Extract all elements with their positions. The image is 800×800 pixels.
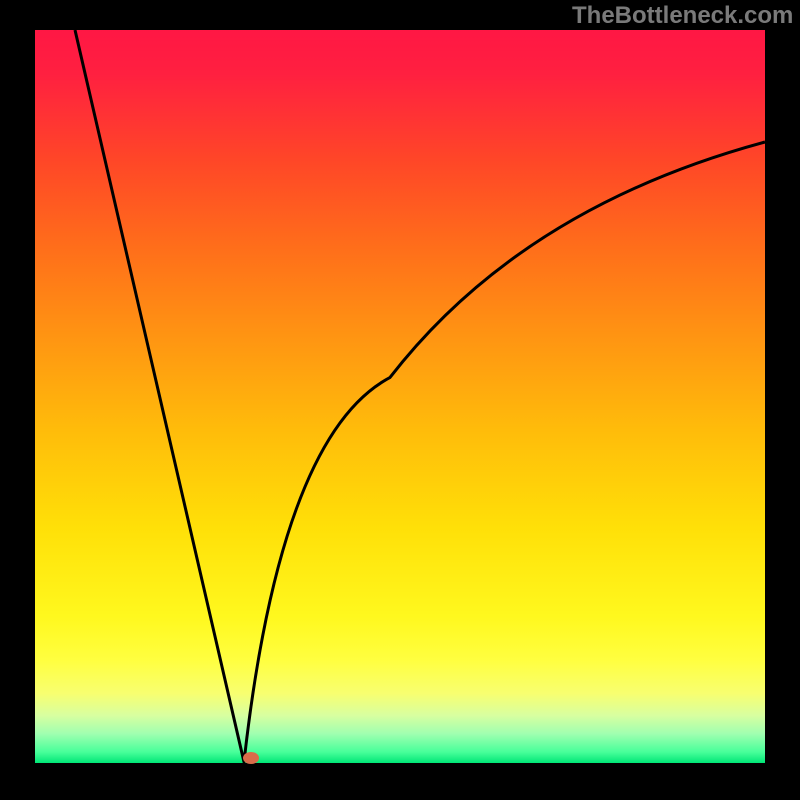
marker-point — [243, 752, 259, 764]
plot-area — [35, 30, 765, 763]
chart-svg — [0, 0, 800, 800]
watermark-text: TheBottleneck.com — [572, 2, 793, 30]
figure-root: TheBottleneck.com — [0, 0, 800, 800]
